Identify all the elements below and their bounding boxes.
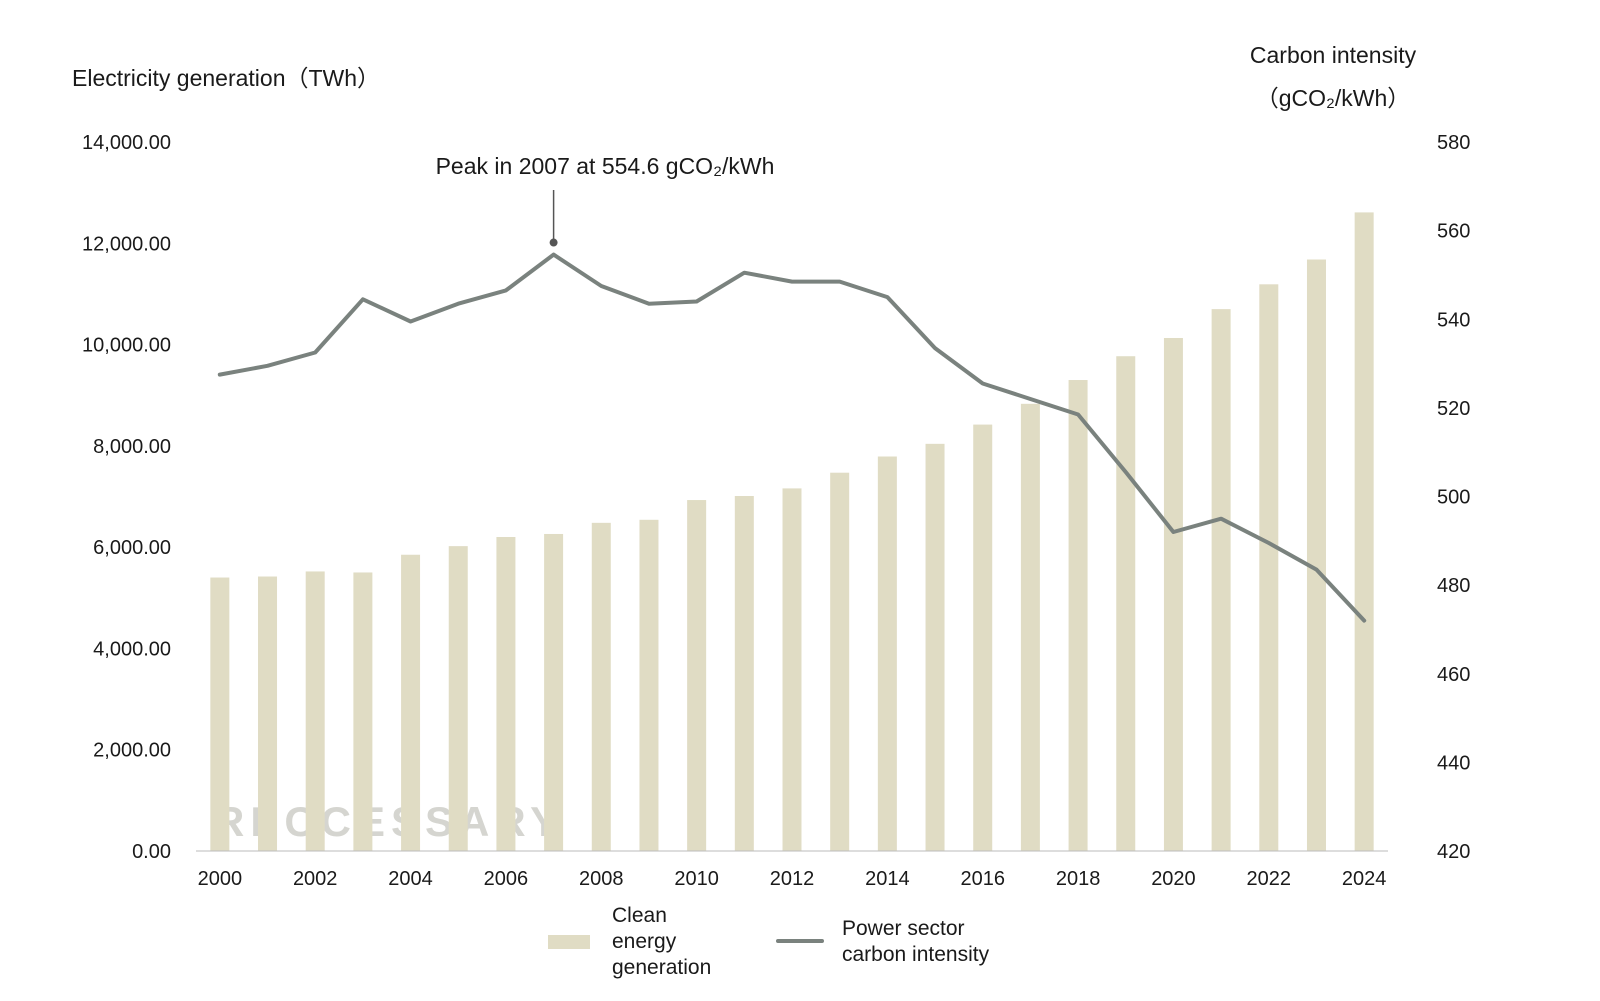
left-tick-label: 0.00 <box>132 841 171 863</box>
x-tick-label: 2002 <box>293 868 338 890</box>
bar-clean-energy-2010 <box>687 500 707 851</box>
bar-clean-energy-2000 <box>210 577 230 851</box>
bar-clean-energy-2013 <box>830 472 850 851</box>
line-point-2022 <box>1267 541 1271 545</box>
bar-clean-energy-2019 <box>1116 356 1136 851</box>
left-tick-label: 10,000.00 <box>82 335 171 357</box>
x-tick-label: 2018 <box>1056 868 1101 890</box>
line-point-2017 <box>1028 397 1032 401</box>
line-point-2003 <box>361 297 365 301</box>
x-tick-label: 2022 <box>1247 868 1292 890</box>
line-point-2018 <box>1076 413 1080 417</box>
left-tick-label: 14,000.00 <box>82 132 171 154</box>
line-point-2002 <box>313 350 317 354</box>
x-tick-label: 2000 <box>198 868 243 890</box>
left-tick-label: 6,000.00 <box>93 537 171 559</box>
line-point-2023 <box>1314 568 1318 572</box>
line-point-2024 <box>1362 619 1366 623</box>
x-tick-label: 2010 <box>674 868 719 890</box>
legend-label: Power sector <box>842 917 965 940</box>
x-tick-label: 2014 <box>865 868 910 890</box>
right-tick-label: 480 <box>1437 575 1470 597</box>
line-point-2012 <box>790 280 794 284</box>
right-axis-title-line1: Carbon intensity <box>1250 42 1417 68</box>
bar-clean-energy-2020 <box>1163 337 1183 851</box>
bar-clean-energy-2022 <box>1259 284 1279 852</box>
line-point-2006 <box>504 288 508 292</box>
line-point-2009 <box>647 302 651 306</box>
bar-clean-energy-2002 <box>305 571 325 851</box>
legend-label: energy <box>612 930 677 953</box>
left-axis-ticks: 0.00 2,000.00 4,000.00 6,000.00 8,000.00 10,0… <box>82 132 171 863</box>
line-point-2008 <box>599 284 603 288</box>
bar-clean-energy-2016 <box>973 424 993 851</box>
line-point-2011 <box>742 271 746 275</box>
left-tick-label: 4,000.00 <box>93 638 171 660</box>
left-tick-label: 12,000.00 <box>82 233 171 255</box>
x-tick-label: 2016 <box>960 868 1005 890</box>
bar-clean-energy-2006 <box>496 537 516 851</box>
peak-annotation: Peak in 2007 at 554.6 gCO₂/kWh <box>436 153 775 247</box>
left-tick-label: 8,000.00 <box>93 436 171 458</box>
legend-label: generation <box>612 956 711 979</box>
bar-clean-energy-2024 <box>1354 212 1374 852</box>
x-tick-label: 2006 <box>484 868 529 890</box>
peak-annotation-text: Peak in 2007 at 554.6 gCO₂/kWh <box>436 153 775 179</box>
right-tick-label: 500 <box>1437 487 1470 509</box>
bar-clean-energy-2011 <box>734 495 754 851</box>
bar-clean-energy-2012 <box>782 488 802 851</box>
line-point-2020 <box>1171 530 1175 534</box>
bar-clean-energy-2021 <box>1211 309 1231 851</box>
right-tick-label: 420 <box>1437 841 1470 863</box>
line-point-2021 <box>1219 517 1223 521</box>
right-tick-label: 580 <box>1437 132 1470 154</box>
left-axis-title: Electricity generation（TWh） <box>72 65 380 91</box>
bar-clean-energy-2009 <box>639 519 659 851</box>
legend-swatch-bar <box>548 935 590 949</box>
legend-label: carbon intensity <box>842 943 990 966</box>
bar-clean-energy-2015 <box>925 443 945 851</box>
right-axis-ticks: 420 440 460 480 500 520 540 560 580 <box>1437 132 1470 863</box>
line-point-2005 <box>456 302 460 306</box>
bar-clean-energy-2014 <box>877 456 897 851</box>
legend-label: Clean <box>612 904 667 927</box>
right-tick-label: 560 <box>1437 221 1470 243</box>
left-tick-label: 2,000.00 <box>93 740 171 762</box>
right-tick-label: 460 <box>1437 664 1470 686</box>
peak-annotation-dot <box>549 238 558 247</box>
bar-clean-energy-2004 <box>401 554 421 851</box>
line-series-carbon-intensity <box>217 252 1367 623</box>
bar-clean-energy-2017 <box>1020 403 1040 851</box>
right-tick-label: 440 <box>1437 752 1470 774</box>
x-axis-ticks: 2000 2002 2004 2006 2008 2010 2012 2014 2016 2018… <box>198 868 1387 890</box>
right-axis-title-line2: （gCO₂/kWh） <box>1256 85 1411 111</box>
bar-clean-energy-2003 <box>353 572 373 851</box>
line-point-2000 <box>218 373 222 377</box>
bar-clean-energy-2023 <box>1306 259 1326 851</box>
line-point-2001 <box>266 364 270 368</box>
bar-series-clean-energy <box>210 212 1374 852</box>
line-point-2004 <box>409 319 413 323</box>
line-point-2013 <box>838 280 842 284</box>
bar-clean-energy-2007 <box>544 533 564 851</box>
line-point-2019 <box>1124 470 1128 474</box>
x-tick-label: 2004 <box>388 868 433 890</box>
line-point-2015 <box>933 346 937 350</box>
line-point-2010 <box>695 300 699 304</box>
right-tick-label: 520 <box>1437 398 1470 420</box>
x-tick-label: 2012 <box>770 868 815 890</box>
right-tick-label: 540 <box>1437 309 1470 331</box>
x-tick-label: 2020 <box>1151 868 1196 890</box>
line-point-2007 <box>552 253 556 257</box>
bar-clean-energy-2008 <box>591 522 611 851</box>
bar-clean-energy-2001 <box>258 576 278 851</box>
line-point-2014 <box>885 295 889 299</box>
x-tick-label: 2008 <box>579 868 624 890</box>
bar-clean-energy-2018 <box>1068 380 1088 851</box>
bar-clean-energy-2005 <box>448 546 468 851</box>
legend: Clean energy generation Power sector carbon … <box>548 904 990 979</box>
x-tick-label: 2024 <box>1342 868 1387 890</box>
line-point-2016 <box>981 382 985 386</box>
